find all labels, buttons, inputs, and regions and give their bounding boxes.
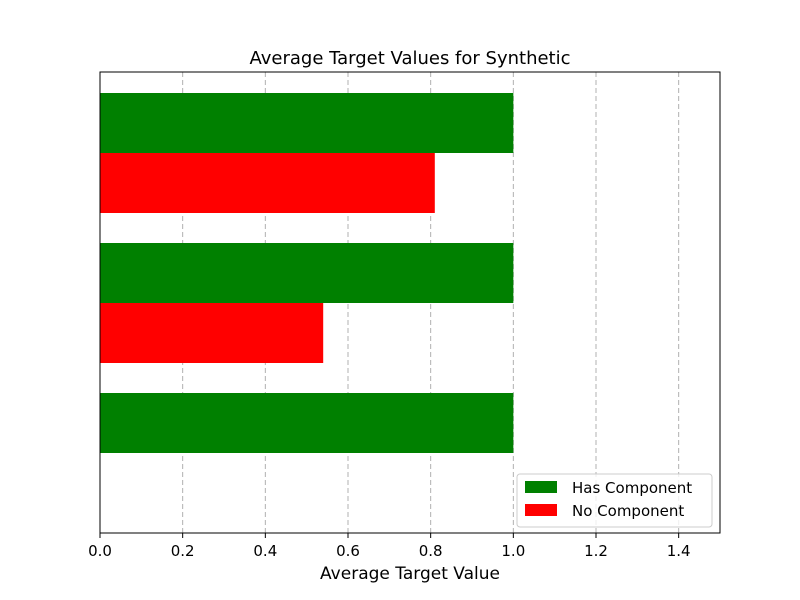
bar-no-component-1	[100, 303, 324, 363]
x-tick-label: 0.8	[419, 542, 443, 560]
x-tick-label: 1.4	[667, 542, 691, 560]
x-tick-label: 0.6	[336, 542, 360, 560]
legend-label-has-component: Has Component	[572, 479, 692, 497]
x-tick-label: 1.0	[501, 542, 525, 560]
legend-swatch-no-component	[525, 504, 557, 516]
x-tick-label: 0.0	[88, 542, 112, 560]
plot-frame	[99, 71, 721, 534]
bar-has-component-0	[100, 93, 514, 153]
bars	[100, 93, 514, 453]
x-tick-label: 0.2	[171, 542, 195, 560]
x-axis-label: Average Target Value	[320, 564, 500, 584]
legend-box	[516, 473, 713, 528]
chart-title: Average Target Values for Synthetic	[249, 48, 570, 69]
bar-has-component-1	[100, 243, 514, 303]
legend-swatch-has-component	[525, 481, 557, 493]
bar-no-component-0	[100, 153, 435, 213]
x-tick-label: 0.4	[253, 542, 277, 560]
x-axis-ticks: 0.0 0.2 0.4 0.6 0.8 1.0 1.2 1.4	[88, 533, 691, 560]
x-tick-label: 1.2	[584, 542, 608, 560]
legend-label-no-component: No Component	[572, 502, 684, 520]
bar-has-component-2	[100, 393, 514, 453]
legend: Has Component No Component	[516, 473, 713, 528]
